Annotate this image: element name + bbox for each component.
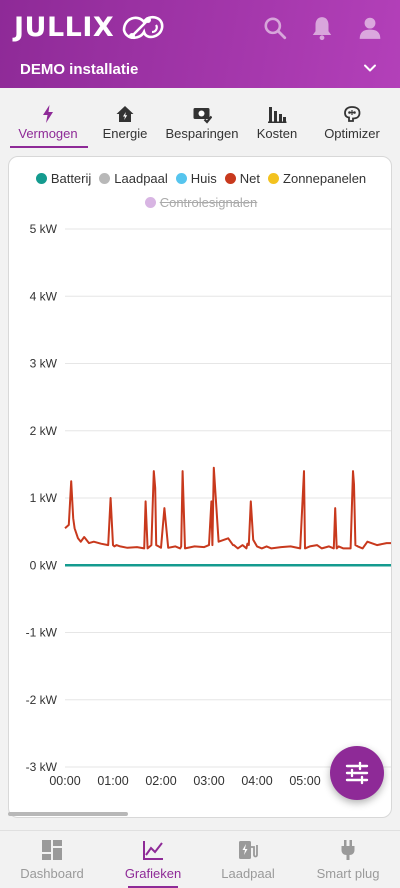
legend-item-controlesignalen[interactable]: Controlesignalen [144, 195, 258, 210]
series-line-net [64, 466, 391, 550]
plug-icon [337, 839, 359, 861]
tab-besparingen[interactable]: Besparingen [162, 88, 242, 150]
chart-horizontal-scrollbar[interactable] [8, 812, 128, 816]
legend-dot-icon [224, 173, 236, 184]
legend-dot-icon [175, 173, 187, 184]
nav-label: Dashboard [20, 866, 84, 881]
nav-label: Smart plug [316, 866, 380, 881]
tab-energie[interactable]: Energie [85, 88, 165, 150]
x-tick-label: 00:00 [49, 774, 80, 788]
power-chart[interactable]: 5 kW4 kW3 kW2 kW1 kW0 kW-1 kW-2 kW-3 kW … [9, 157, 392, 807]
chart-series [64, 466, 391, 567]
tab-label: Kosten [256, 126, 298, 141]
chart-legend-row-1: Batterij Laadpaal Huis Net Zonnepanelen [9, 171, 391, 186]
bottom-navigation: Dashboard Grafieken Laadpaal Smart plug [0, 830, 400, 888]
y-tick-label: 4 kW [30, 289, 58, 303]
legend-dot-icon [35, 173, 47, 184]
legend-dot-icon [268, 173, 280, 184]
nav-label: Laadpaal [221, 866, 275, 881]
logo-text: JULLIX [14, 11, 115, 43]
user-icon[interactable] [357, 14, 383, 42]
y-tick-label: 5 kW [30, 222, 58, 236]
legend-label: Net [239, 171, 261, 186]
charger-icon [237, 839, 259, 861]
jullix-logo[interactable]: JULLIX [14, 10, 170, 44]
y-tick-label: 0 kW [30, 558, 58, 572]
chart-settings-button[interactable] [330, 746, 384, 800]
legend-item-huis[interactable]: Huis [175, 171, 217, 186]
savings-icon [192, 104, 213, 124]
x-tick-label: 05:00 [289, 774, 320, 788]
legend-label: Huis [190, 171, 217, 186]
line-chart-icon [142, 839, 164, 861]
nav-label: Grafieken [124, 866, 182, 881]
sliders-icon [345, 761, 369, 785]
legend-label: Zonnepanelen [283, 171, 367, 186]
nav-dashboard[interactable]: Dashboard [2, 831, 102, 888]
y-tick-label: -3 kW [26, 760, 58, 774]
tab-label: Optimizer [324, 126, 380, 141]
tab-vermogen[interactable]: Vermogen [8, 88, 88, 150]
chart-grid [65, 228, 391, 768]
nav-smart-plug[interactable]: Smart plug [298, 831, 398, 888]
legend-label: Controlesignalen [159, 195, 258, 210]
legend-item-net[interactable]: Net [224, 171, 261, 186]
legend-item-zonnepanelen[interactable]: Zonnepanelen [268, 171, 366, 186]
y-axis-labels: 5 kW 4 kW 3 kW 2 kW 1 kW 0 kW -1 kW -2 kW -3 kW [26, 222, 58, 774]
active-nav-indicator [128, 886, 178, 888]
y-tick-label: 1 kW [30, 491, 58, 505]
x-tick-label: 01:00 [97, 774, 128, 788]
nav-laadpaal[interactable]: Laadpaal [198, 831, 298, 888]
dashboard-icon [41, 839, 63, 861]
chart-card: Batterij Laadpaal Huis Net Zonnepanelen … [8, 156, 392, 818]
tab-optimizer[interactable]: Optimizer [312, 88, 392, 150]
active-tab-indicator [10, 146, 88, 148]
x-tick-label: 02:00 [145, 774, 176, 788]
x-tick-label: 03:00 [193, 774, 224, 788]
legend-label: Laadpaal [114, 171, 168, 186]
installation-selector[interactable]: DEMO installatie [20, 61, 139, 78]
lightning-icon [38, 104, 58, 124]
bell-icon[interactable] [309, 14, 335, 42]
y-tick-label: -2 kW [26, 693, 58, 707]
nav-grafieken[interactable]: Grafieken [103, 831, 203, 888]
legend-dot-icon [99, 173, 111, 184]
legend-item-laadpaal[interactable]: Laadpaal [99, 171, 168, 186]
tab-label: Besparingen [165, 126, 239, 141]
bar-chart-icon [267, 104, 287, 124]
legend-dot-icon [144, 197, 156, 208]
chart-legend-row-2: Controlesignalen [9, 195, 391, 210]
tab-label: Vermogen [18, 126, 78, 141]
house-icon [115, 104, 135, 124]
legend-item-batterij[interactable]: Batterij [35, 171, 92, 186]
tab-label: Energie [102, 126, 148, 141]
logo-mark-icon [122, 15, 164, 40]
y-tick-label: 2 kW [30, 424, 58, 438]
y-tick-label: 3 kW [30, 357, 58, 371]
app-header: JULLIX DEMO installatie [0, 0, 400, 88]
x-tick-label: 04:00 [241, 774, 272, 788]
y-tick-label: -1 kW [26, 626, 58, 640]
legend-label: Batterij [50, 171, 92, 186]
tab-kosten[interactable]: Kosten [237, 88, 317, 150]
brain-icon [342, 104, 362, 124]
chart-tabs: Vermogen Energie Besparingen Kosten Opti… [0, 88, 400, 150]
chevron-down-icon[interactable] [362, 60, 378, 76]
search-icon[interactable] [262, 14, 288, 42]
